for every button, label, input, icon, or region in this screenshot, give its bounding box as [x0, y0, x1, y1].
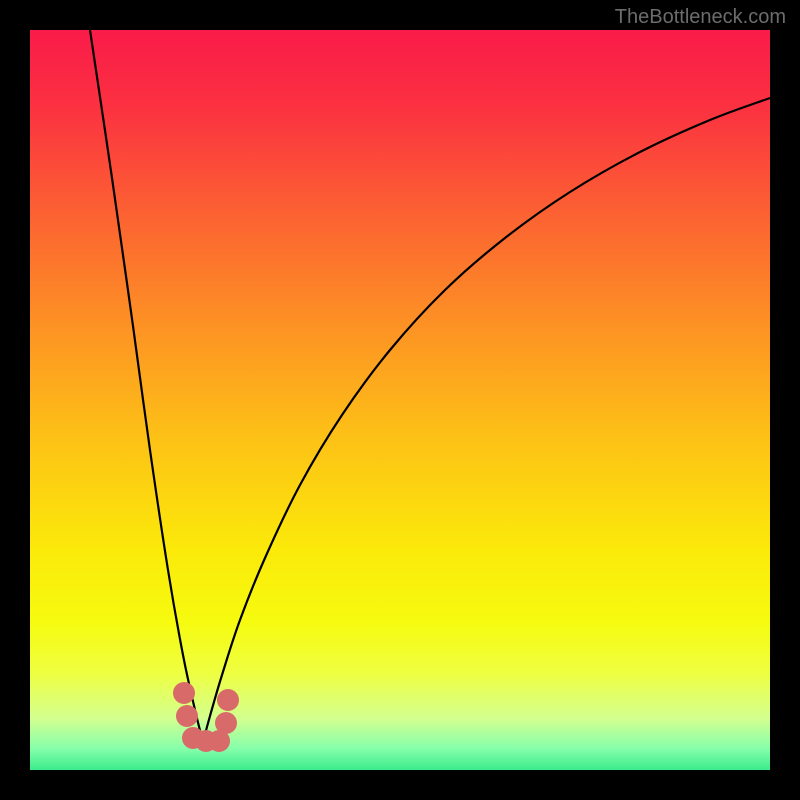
chart-svg	[30, 30, 770, 770]
plot-area	[30, 30, 770, 770]
chart-frame: TheBottleneck.com	[0, 0, 800, 800]
attribution-label: TheBottleneck.com	[615, 6, 786, 29]
scatter-point	[173, 682, 195, 704]
gradient-background	[30, 30, 770, 770]
scatter-point	[217, 689, 239, 711]
scatter-point	[215, 712, 237, 734]
scatter-point	[176, 705, 198, 727]
